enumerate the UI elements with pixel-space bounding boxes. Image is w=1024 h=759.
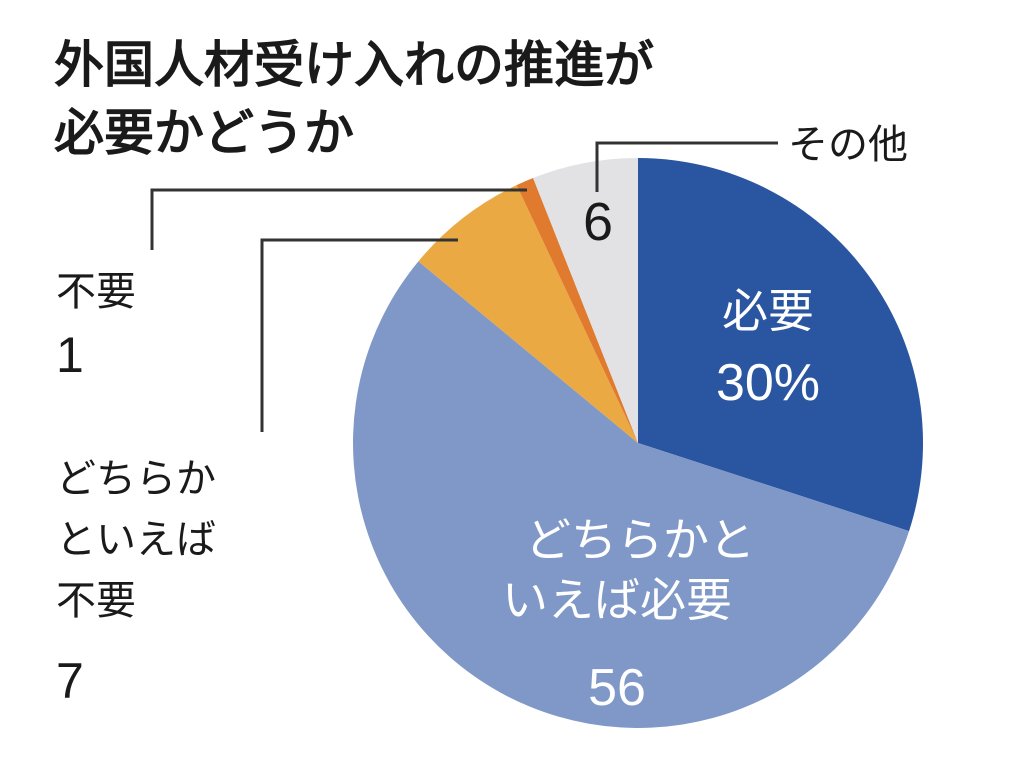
slice-label-dochiraka-fuyo-line-1: どちらか: [56, 456, 216, 502]
slice-value-hitsuyo: 30%: [716, 354, 820, 412]
slice-label-dochiraka-hitsuyo-line-1: どちらかと: [525, 513, 755, 567]
slice-value-sonota: 6: [583, 192, 613, 252]
leader-lines: [150, 141, 778, 432]
slice-value-dochiraka-fuyo: 7: [56, 653, 84, 709]
slice-label-dochiraka-fuyo-line-2: といえば: [56, 517, 216, 563]
slice-label-dochiraka-fuyo-line-3: 不要: [56, 578, 136, 624]
pie-slices: [353, 158, 923, 728]
leader-line-dochiraka-fuyo: [260, 238, 458, 432]
slice-label-sonota: その他: [788, 122, 908, 168]
slice-value-dochiraka-hitsuyo: 56: [588, 659, 646, 717]
chart-title: 外国人材受け入れの推進が 必要かどうか: [54, 36, 654, 162]
pie-slice-dochiraka-fuyo: [418, 185, 638, 443]
chart-title-line-2: 必要かどうか: [54, 104, 354, 162]
slice-label-hitsuyo: 必要: [722, 284, 814, 338]
chart-title-line-1: 外国人材受け入れの推進が: [54, 36, 654, 94]
pie-slice-fuyo: [516, 178, 638, 443]
leader-line-fuyo: [150, 188, 527, 250]
pie-slice-sonota: [533, 158, 638, 443]
slice-labels: 必要 30% どちらかと いえば必要 56 6 その他 不要 1 どちらか とい…: [56, 122, 908, 717]
pie-slice-dochiraka-hitsuyo: [353, 261, 910, 728]
pie-slice-hitsuyo: [638, 158, 923, 532]
slice-label-fuyo: 不要: [56, 269, 136, 315]
slice-label-dochiraka-hitsuyo-line-2: いえば必要: [502, 573, 732, 627]
leader-line-sonota: [595, 141, 778, 192]
slice-value-fuyo: 1: [56, 327, 84, 383]
